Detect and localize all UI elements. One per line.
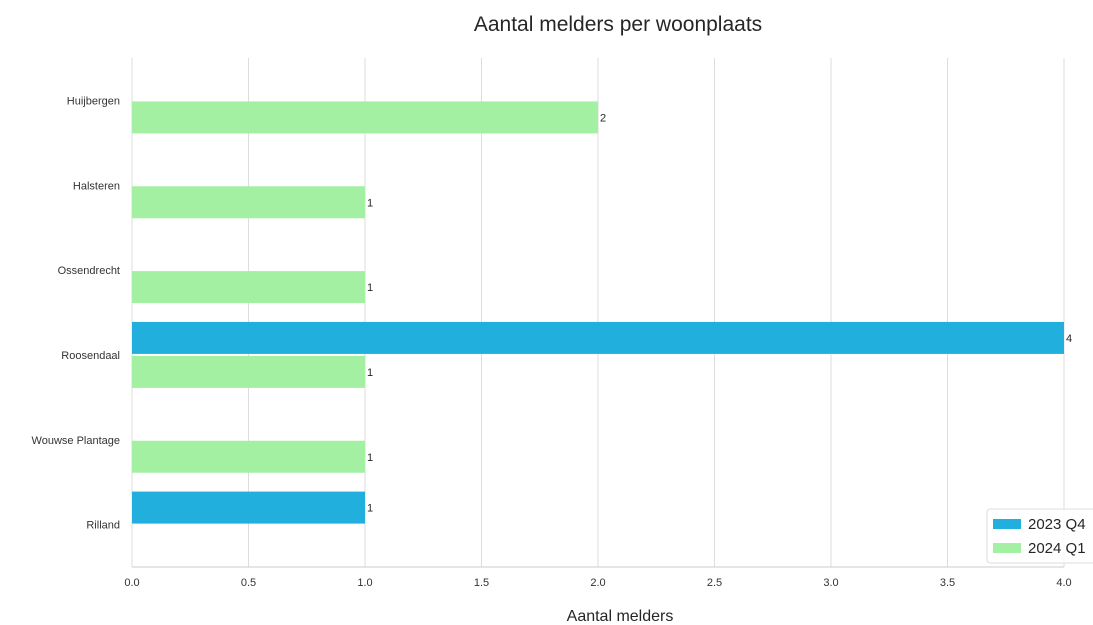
x-tick-label: 3.5 <box>940 577 955 589</box>
data-label: 1 <box>367 197 373 209</box>
chart-title: Aantal melders per woonplaats <box>474 13 762 36</box>
legend-label: 2024 Q1 <box>1028 540 1086 557</box>
legend-swatch <box>993 519 1021 529</box>
data-label: 1 <box>367 282 373 294</box>
data-label: 4 <box>1066 333 1072 345</box>
bars <box>132 101 1064 524</box>
legend-swatch <box>993 543 1021 553</box>
x-tick-label: 4.0 <box>1056 577 1071 589</box>
data-label: 1 <box>367 367 373 379</box>
bar <box>132 321 1064 354</box>
x-tick-label: 3.0 <box>823 577 838 589</box>
y-tick-label: Wouwse Plantage <box>32 435 120 447</box>
grid <box>131 58 1065 567</box>
x-tick-label: 1.0 <box>357 577 372 589</box>
y-tick-label: Roosendaal <box>61 350 120 362</box>
data-label: 1 <box>367 503 373 515</box>
legend: 2023 Q4 2024 Q1 <box>986 508 1093 564</box>
x-tick-label: 2.0 <box>590 577 605 589</box>
data-label: 2 <box>600 112 606 124</box>
bar <box>132 186 365 219</box>
data-labels: 4 1 2 1 1 1 1 <box>367 112 1072 514</box>
y-tick-label: Ossendrecht <box>58 265 120 277</box>
bar <box>132 440 365 473</box>
x-tick-label: 2.5 <box>707 577 722 589</box>
y-tick-label: Huijbergen <box>67 95 120 107</box>
data-label: 1 <box>367 452 373 464</box>
x-tick-label: 1.5 <box>474 577 489 589</box>
legend-label: 2023 Q4 <box>1028 516 1086 533</box>
x-tick-label: 0.0 <box>124 577 139 589</box>
bar <box>132 271 365 304</box>
x-tick-label: 0.5 <box>241 577 256 589</box>
x-axis-label: Aantal melders <box>567 608 674 625</box>
x-tick-labels: 0.0 0.5 1.0 1.5 2.0 2.5 3.0 3.5 4.0 <box>124 577 1071 589</box>
bar <box>132 355 365 388</box>
y-tick-label: Halsteren <box>73 180 120 192</box>
bar <box>132 101 598 134</box>
y-tick-labels: Huijbergen Halsteren Ossendrecht Roosendaal… <box>32 95 120 531</box>
y-tick-label: Rilland <box>86 520 120 532</box>
bar <box>132 491 365 524</box>
